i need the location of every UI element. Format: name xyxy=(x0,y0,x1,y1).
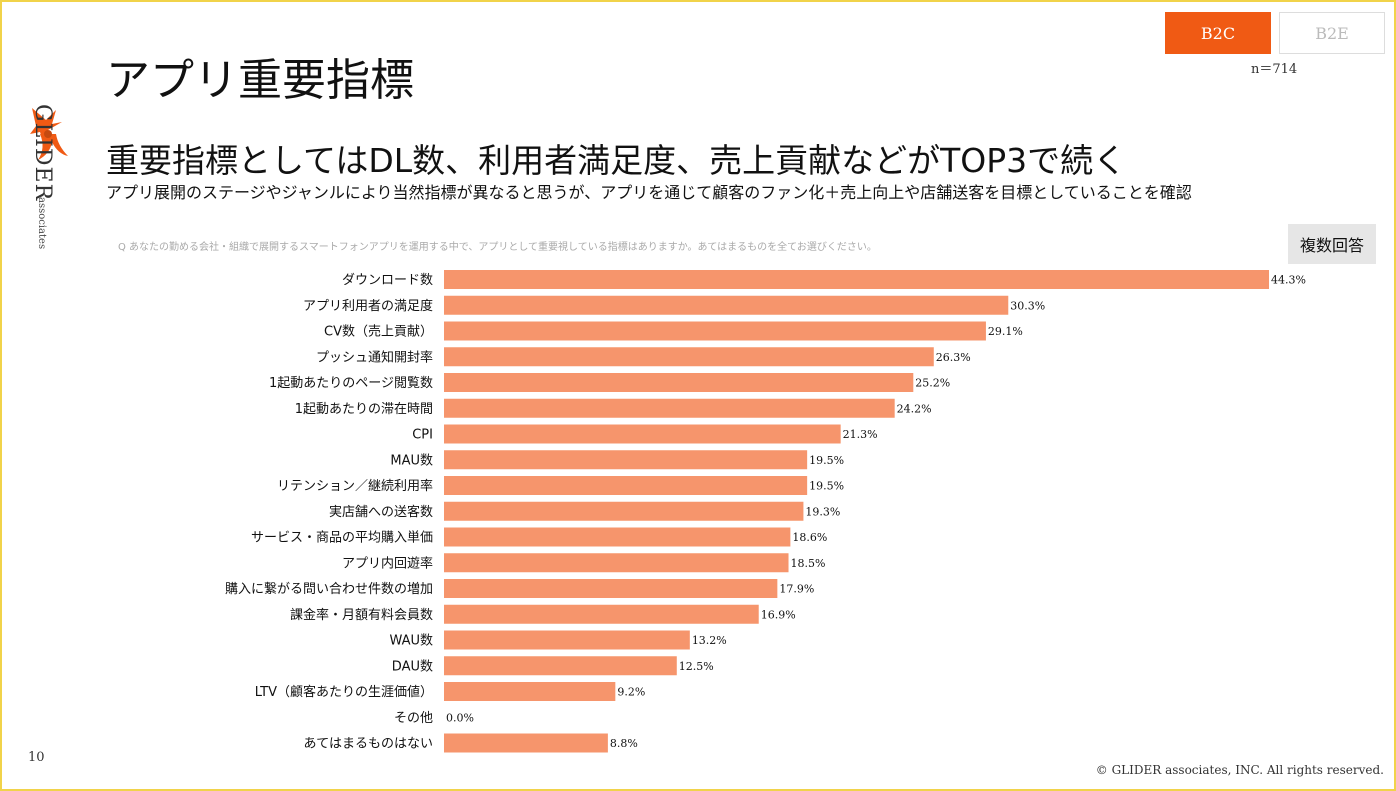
page-title: アプリ重要指標 xyxy=(106,55,414,106)
category-label: アプリ内回遊率 xyxy=(342,555,433,571)
value-label: 24.2% xyxy=(897,402,932,415)
value-label: 18.6% xyxy=(792,531,827,544)
bar xyxy=(444,630,690,650)
category-label: ダウンロード数 xyxy=(342,273,433,288)
value-label: 19.5% xyxy=(809,480,844,493)
brand-name: GLIDER xyxy=(30,104,55,202)
bar xyxy=(444,553,789,573)
category-label: 実店舗への送客数 xyxy=(329,504,433,520)
bar xyxy=(444,424,841,444)
page-number: 10 xyxy=(28,750,45,765)
category-label: サービス・商品の平均購入単価 xyxy=(251,530,433,546)
bar xyxy=(444,450,808,470)
category-label: リテンション／継続利用率 xyxy=(277,478,433,494)
headline: 重要指標としてはDL数、利用者満足度、売上貢献などがTOP3で続く xyxy=(106,141,1127,180)
bar xyxy=(444,373,914,392)
category-label: CPI xyxy=(412,428,433,443)
category-label: MAU数 xyxy=(390,453,433,468)
category-label: 1起動あたりの滞在時間 xyxy=(295,402,433,417)
value-label: 16.9% xyxy=(761,608,796,621)
bar xyxy=(444,295,1009,315)
category-label: プッシュ通知開封率 xyxy=(316,349,433,365)
sample-size: n＝714 xyxy=(1251,62,1298,77)
value-label: 9.2% xyxy=(617,686,645,699)
value-label: 25.2% xyxy=(915,377,950,390)
bar xyxy=(444,270,1269,289)
multiple-answer-badge: 複数回答 xyxy=(1288,224,1376,264)
category-label: 課金率・月額有料会員数 xyxy=(290,607,433,623)
category-label: CV数（売上貢献） xyxy=(324,324,433,340)
value-label: 30.3% xyxy=(1010,299,1045,312)
bar xyxy=(444,398,895,418)
value-label: 44.3% xyxy=(1271,274,1306,287)
category-label: 1起動あたりのページ閲覧数 xyxy=(269,375,433,391)
bar xyxy=(444,604,759,624)
value-label: 29.1% xyxy=(988,325,1023,338)
value-label: 21.3% xyxy=(843,428,878,441)
subheadline: アプリ展開のステージやジャンルにより当然指標が異なると思うが、アプリを通じて顧客… xyxy=(106,183,1192,202)
value-label: 12.5% xyxy=(679,660,714,673)
bar xyxy=(444,656,677,676)
value-label: 13.2% xyxy=(692,634,727,647)
glider-logo-icon xyxy=(30,108,68,160)
bar xyxy=(444,501,804,521)
bar xyxy=(444,579,778,598)
brand-subtitle: associates xyxy=(36,197,47,250)
copyright: © GLIDER associates, INC. All rights res… xyxy=(1095,763,1384,777)
tab-b2e[interactable]: B2E xyxy=(1279,12,1385,54)
category-label: アプリ利用者の満足度 xyxy=(303,298,433,314)
category-label: 購入に繋がる問い合わせ件数の増加 xyxy=(225,581,433,597)
bar xyxy=(444,347,934,367)
category-label: あてはまるものはない xyxy=(304,737,433,752)
value-label: 0.0% xyxy=(446,711,474,724)
survey-question: Q あなたの勤める会社・組織で展開するスマートフォンアプリを運用する中で、アプリ… xyxy=(118,242,877,253)
category-label: WAU数 xyxy=(389,634,433,649)
value-label: 26.3% xyxy=(936,351,971,364)
value-label: 8.8% xyxy=(610,737,638,750)
value-label: 19.5% xyxy=(809,454,844,467)
value-label: 18.5% xyxy=(791,557,826,570)
category-label: LTV（顧客あたりの生涯価値） xyxy=(255,684,433,700)
value-label: 17.9% xyxy=(779,583,814,596)
category-label: その他 xyxy=(394,711,433,726)
tab-b2c[interactable]: B2C xyxy=(1165,12,1271,54)
value-label: 19.3% xyxy=(805,505,840,518)
bar xyxy=(444,321,986,341)
bar xyxy=(444,733,608,753)
category-label: DAU数 xyxy=(392,659,433,674)
bar xyxy=(444,476,808,495)
bar xyxy=(444,682,616,701)
bar xyxy=(444,527,791,547)
